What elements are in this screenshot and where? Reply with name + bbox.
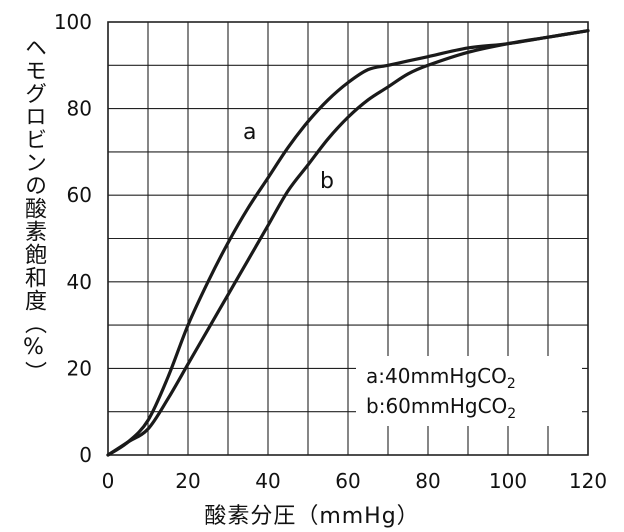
x-tick-label: 20 <box>175 469 200 493</box>
x-tick-label: 100 <box>489 469 527 493</box>
x-tick-label: 0 <box>102 469 115 493</box>
y-tick-label: 0 <box>79 443 92 467</box>
grid <box>107 21 589 456</box>
x-tick-label: 60 <box>335 469 360 493</box>
y-tick-label: 20 <box>67 356 92 380</box>
legend-entry-a: a:40mmHgCO2 <box>366 364 516 392</box>
legend: a:40mmHgCO2 b:60mmHgCO2 <box>356 356 582 426</box>
x-tick-label: 120 <box>569 469 607 493</box>
legend-box <box>356 356 582 426</box>
y-tick-labels: 0 20 40 60 80 100 <box>54 10 92 467</box>
y-tick-label: 80 <box>67 97 92 121</box>
y-axis-label: ヘモグロビンの酸素飽和度（%） <box>21 36 46 384</box>
curve-label-b: b <box>320 169 334 194</box>
x-axis-label: 酸素分圧（mmHg） <box>204 504 420 529</box>
curve-a <box>106 29 590 457</box>
curves <box>106 29 590 457</box>
x-tick-label: 80 <box>415 469 440 493</box>
plot-frame <box>107 21 589 456</box>
legend-text-b: :60mmHgCO <box>379 394 508 418</box>
x-tick-label: 40 <box>255 469 280 493</box>
legend-sub-a: 2 <box>507 376 516 392</box>
y-tick-label: 40 <box>67 270 92 294</box>
legend-entry-b: b:60mmHgCO2 <box>366 394 516 422</box>
legend-key-b: b <box>366 394 379 418</box>
y-tick-label: 60 <box>67 183 92 207</box>
legend-text-a: :40mmHgCO <box>378 364 507 388</box>
y-tick-label: 100 <box>54 10 92 34</box>
curve-label-a: a <box>243 120 256 145</box>
curve-b <box>106 29 590 457</box>
legend-key-a: a <box>366 364 378 388</box>
legend-sub-b: 2 <box>507 406 516 422</box>
x-tick-labels: 0 20 40 60 80 100 120 <box>102 469 607 493</box>
